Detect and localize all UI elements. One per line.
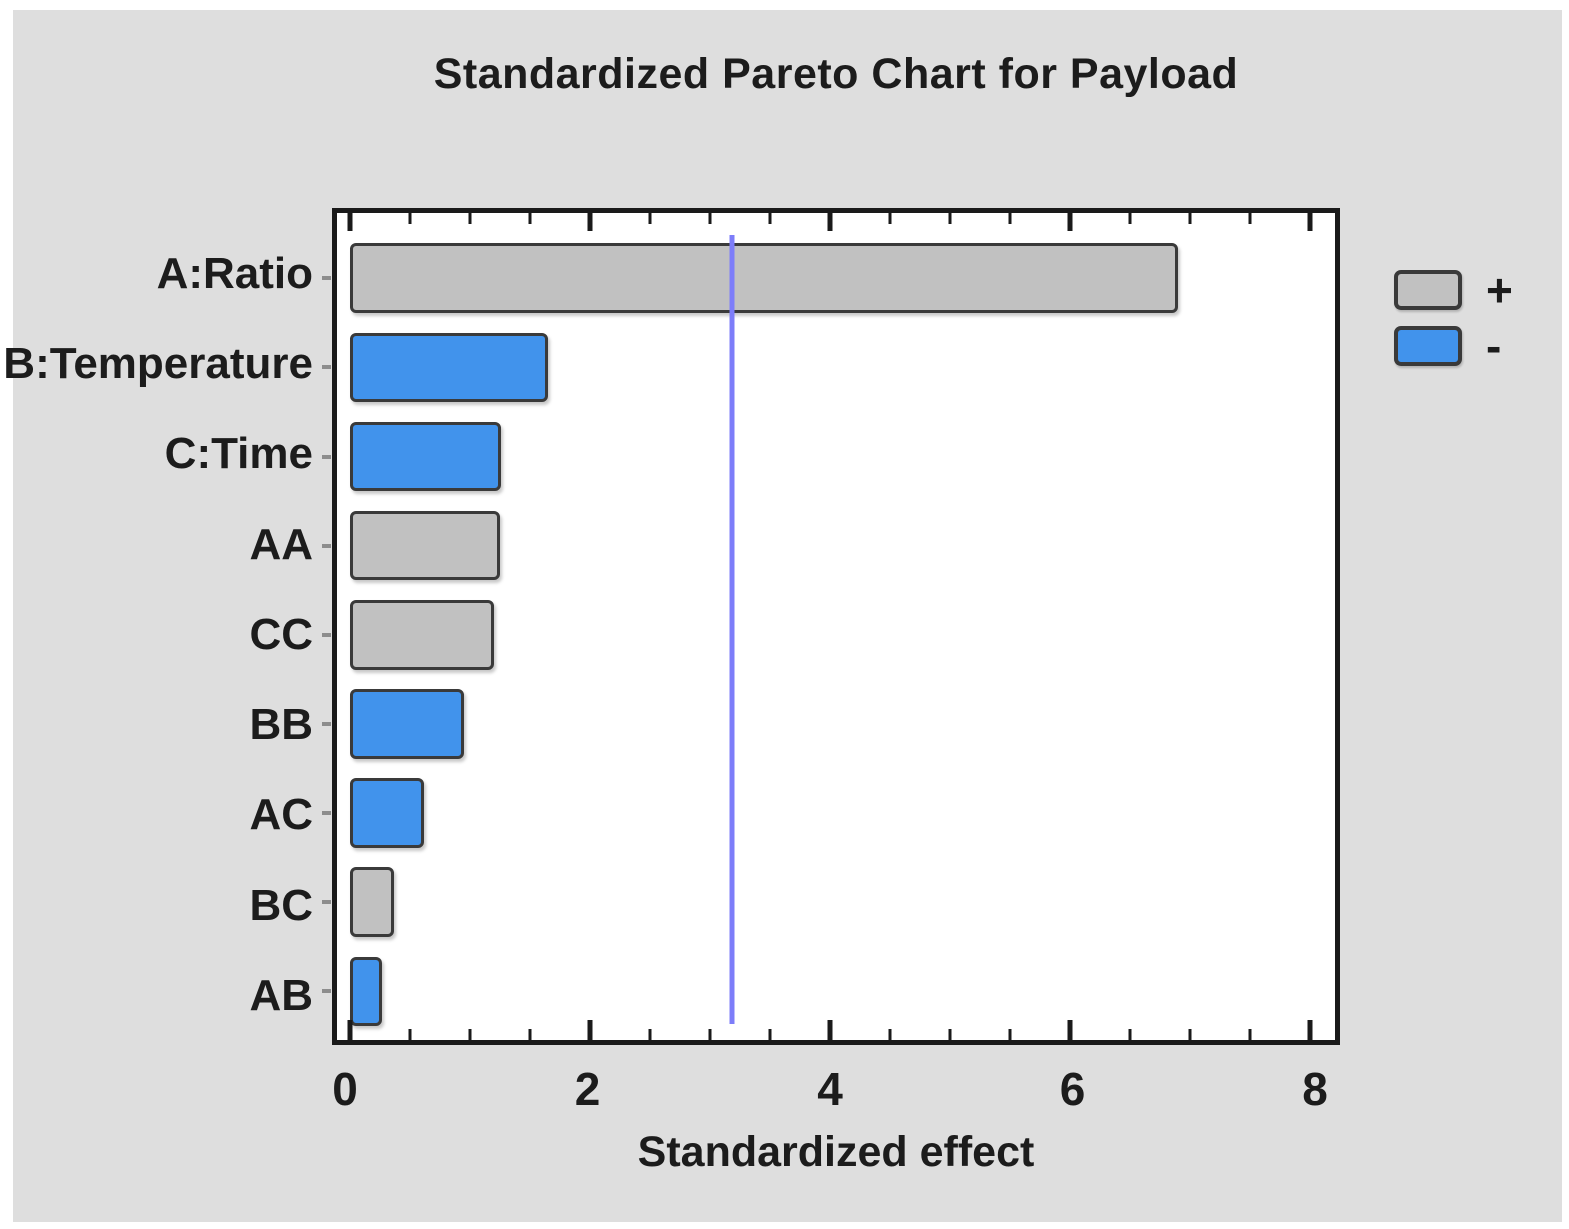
x-axis-major-tick — [827, 213, 833, 231]
category-axis: A:Ratio B:Temperature C:Time AA CC BB AC BC AB — [3, 208, 313, 1045]
x-axis-minor-tick — [708, 213, 712, 224]
category-label-cc: CC — [249, 609, 313, 659]
x-axis-tick-labels: 0 2 4 6 8 — [332, 1062, 1340, 1118]
x-axis-major-tick — [587, 213, 593, 231]
bar-bc — [349, 867, 395, 937]
x-axis-minor-tick — [1128, 1029, 1132, 1042]
category-label-a-ratio: A:Ratio — [156, 249, 313, 299]
x-axis-title: Standardized effect — [637, 1128, 1035, 1176]
x-axis-minor-tick — [648, 213, 652, 224]
x-axis-minor-tick — [1008, 1029, 1012, 1042]
legend-label-negative: - — [1486, 320, 1502, 372]
x-axis-minor-tick — [1188, 1029, 1192, 1042]
plot-area — [322, 208, 1340, 1045]
category-tick — [322, 454, 331, 459]
category-tick — [322, 811, 331, 816]
x-axis-minor-tick — [1188, 213, 1192, 224]
x-axis-minor-tick — [768, 213, 772, 224]
category-tick — [322, 721, 331, 726]
bar-ac — [349, 778, 425, 848]
x-axis-tick-label-2: 2 — [574, 1063, 601, 1115]
x-axis-tick-label-0: 0 — [332, 1063, 358, 1115]
category-tick — [322, 632, 331, 637]
bar-b-temperature — [349, 332, 548, 403]
legend-item-positive: + — [1394, 264, 1513, 316]
category-label-ac: AC — [249, 790, 313, 840]
category-tick — [322, 543, 331, 548]
x-axis-minor-tick — [468, 213, 472, 224]
x-axis-minor-tick — [948, 213, 952, 224]
legend-label-positive: + — [1486, 264, 1513, 316]
x-axis-minor-tick — [768, 1029, 772, 1042]
bar-bb — [349, 689, 464, 759]
x-axis-major-tick — [347, 1020, 353, 1042]
x-axis-tick-label-6: 6 — [1059, 1063, 1086, 1115]
x-axis-minor-tick — [468, 1029, 472, 1042]
legend-swatch-positive — [1394, 270, 1462, 310]
legend: + - — [1394, 264, 1513, 382]
category-label-aa: AA — [249, 519, 313, 569]
bar-a-ratio — [349, 243, 1179, 313]
legend-item-negative: - — [1394, 320, 1513, 372]
legend-swatch-negative — [1394, 326, 1462, 366]
chart-canvas: Standardized Pareto Chart for Payload A:… — [3, 10, 1562, 1222]
x-axis-minor-tick — [708, 1029, 712, 1042]
category-label-bb: BB — [249, 700, 313, 750]
x-axis-tick-label-8: 8 — [1302, 1063, 1328, 1115]
x-axis-major-tick — [827, 1020, 833, 1042]
x-axis-minor-tick — [1008, 213, 1012, 224]
x-axis-minor-tick — [648, 1029, 652, 1042]
x-axis-minor-tick — [1128, 213, 1132, 224]
category-tick — [322, 365, 331, 370]
x-axis-minor-tick — [528, 1029, 532, 1042]
x-axis-major-tick — [587, 1020, 593, 1042]
bar-aa — [349, 510, 500, 581]
x-axis-minor-tick — [528, 213, 532, 224]
x-axis-minor-tick — [408, 1029, 412, 1042]
x-axis-minor-tick — [408, 213, 412, 224]
x-axis-minor-tick — [888, 213, 892, 224]
x-axis-major-tick — [1067, 213, 1073, 231]
category-tick — [322, 276, 331, 281]
category-label-c-time: C:Time — [164, 429, 313, 479]
x-axis-minor-tick — [1248, 1029, 1252, 1042]
category-tick — [322, 900, 331, 905]
x-axis-major-tick — [347, 213, 353, 231]
bar-c-time — [349, 421, 502, 492]
category-tick — [322, 989, 331, 994]
bar-cc — [349, 600, 494, 670]
x-axis-major-tick — [1067, 1020, 1073, 1042]
category-label-ab: AB — [249, 970, 313, 1020]
bar-ab — [349, 956, 383, 1027]
x-axis-major-tick — [1307, 213, 1313, 231]
category-label-b-temperature: B:Temperature — [3, 339, 313, 389]
x-axis-tick-label-4: 4 — [817, 1063, 843, 1115]
x-axis-major-tick — [1307, 1020, 1313, 1042]
reference-line — [729, 235, 735, 1024]
x-axis-minor-tick — [888, 1029, 892, 1042]
x-axis-minor-tick — [948, 1029, 952, 1042]
chart-title: Standardized Pareto Chart for Payload — [433, 50, 1239, 98]
category-label-bc: BC — [249, 880, 313, 930]
x-axis-minor-tick — [1248, 213, 1252, 224]
